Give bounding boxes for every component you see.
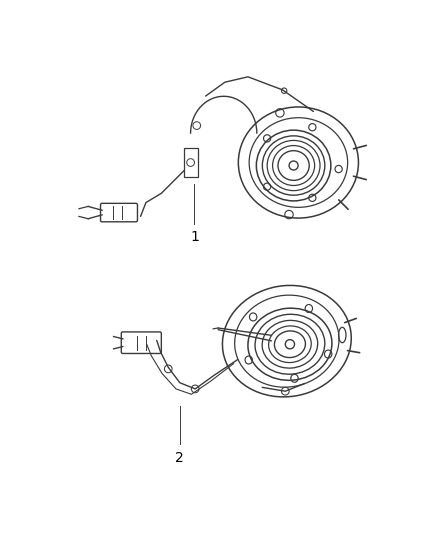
- Text: 2: 2: [176, 450, 184, 464]
- Text: 1: 1: [190, 230, 199, 244]
